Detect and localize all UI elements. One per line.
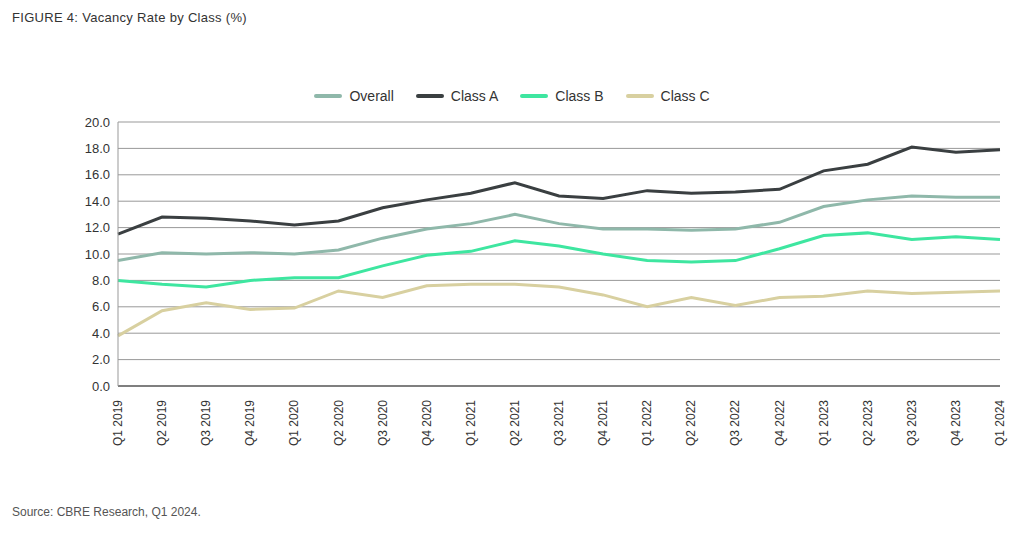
svg-text:Q1 2021: Q1 2021 (464, 400, 478, 446)
html-text:Source: CBRE Research, Q1 2024: Source: CBRE Research, Q1 2024. (12, 505, 201, 519)
html-text:Overall: Overall (349, 88, 394, 104)
svg-text:Q4 2021: Q4 2021 (596, 400, 610, 446)
svg-text:Q4 2019: Q4 2019 (243, 400, 257, 446)
svg-text:Q3 2020: Q3 2020 (376, 400, 390, 446)
svg-text:Q3 2019: Q3 2019 (199, 400, 213, 446)
svg-text:16.0: 16.0 (85, 167, 110, 182)
svg-text:18.0: 18.0 (85, 141, 110, 156)
svg-text:Q1 2022: Q1 2022 (640, 400, 654, 446)
svg-text:6.0: 6.0 (92, 299, 110, 314)
svg-text:10.0: 10.0 (85, 247, 110, 262)
svg-text:4.0: 4.0 (92, 326, 110, 341)
html-text:FIGURE 4: Vacancy Rate by Clas: FIGURE 4: Vacancy Rate by Class (%) (12, 10, 247, 25)
svg-text:12.0: 12.0 (85, 220, 110, 235)
svg-text:Q1 2024: Q1 2024 (993, 400, 1007, 446)
svg-text:Q4 2020: Q4 2020 (420, 400, 434, 446)
html-text:Class C: Class C (660, 88, 710, 104)
svg-text:Q1 2020: Q1 2020 (287, 400, 301, 446)
svg-text:14.0: 14.0 (85, 194, 110, 209)
svg-text:Q1 2019: Q1 2019 (111, 400, 125, 446)
svg-text:Q3 2023: Q3 2023 (905, 400, 919, 446)
svg-text:20.0: 20.0 (85, 115, 110, 130)
svg-text:Q3 2022: Q3 2022 (728, 400, 742, 446)
svg-text:Q2 2021: Q2 2021 (508, 400, 522, 446)
svg-text:Q2 2023: Q2 2023 (861, 400, 875, 446)
svg-text:Q2 2022: Q2 2022 (684, 400, 698, 446)
svg-text:2.0: 2.0 (92, 352, 110, 367)
svg-text:Q1 2023: Q1 2023 (817, 400, 831, 446)
html-text:Class B: Class B (555, 88, 604, 104)
svg-text:Q4 2022: Q4 2022 (773, 400, 787, 446)
svg-text:Q4 2023: Q4 2023 (949, 400, 963, 446)
svg-text:Q2 2019: Q2 2019 (155, 400, 169, 446)
svg-text:Q2 2020: Q2 2020 (332, 400, 346, 446)
svg-text:Q3 2021: Q3 2021 (552, 400, 566, 446)
html-text:Class A: Class A (450, 88, 499, 104)
svg-text:0.0: 0.0 (92, 379, 110, 394)
svg-text:8.0: 8.0 (92, 273, 110, 288)
